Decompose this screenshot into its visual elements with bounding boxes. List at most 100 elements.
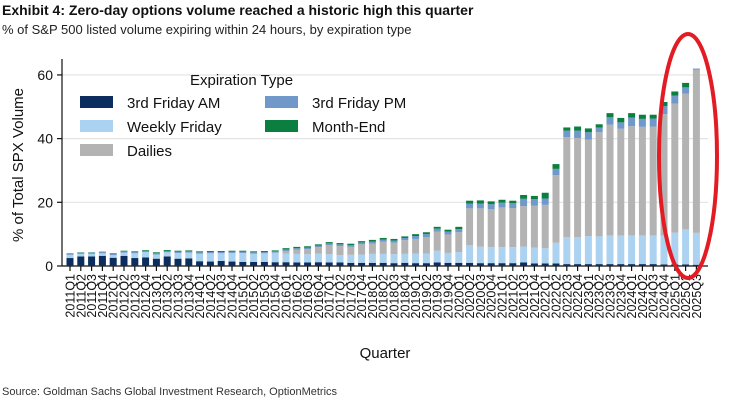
bar-segment-month-end — [174, 250, 182, 252]
bar-segment-3rd-friday-am — [217, 260, 225, 266]
x-tick-label: 2023Q2 — [593, 274, 607, 319]
bar-segment-month-end — [628, 113, 636, 118]
bar-segment-3rd-friday-pm — [509, 203, 517, 209]
bar-segment-weekly-friday — [433, 250, 441, 263]
highlight-ellipse — [657, 32, 719, 280]
bar-segment-month-end — [401, 236, 409, 238]
x-tick-label: 2022Q3 — [560, 274, 574, 319]
x-tick-label: 2019Q3 — [431, 274, 445, 319]
x-tick-label: 2020Q3 — [474, 274, 488, 319]
bar-segment-weekly-friday — [530, 247, 538, 264]
bar-segment-weekly-friday — [412, 253, 420, 264]
bar-segment-month-end — [185, 250, 193, 252]
x-tick-label: 2014Q4 — [226, 274, 240, 319]
bar-segment-3rd-friday-pm — [649, 118, 657, 127]
bar-segment-weekly-friday — [239, 252, 247, 262]
bar-segment-3rd-friday-pm — [487, 204, 495, 209]
bar-segment-weekly-friday — [131, 253, 139, 259]
bar-segment-weekly-friday — [498, 247, 506, 264]
bar-segment-3rd-friday-pm — [541, 198, 549, 205]
x-tick-label: 2011Q1 — [64, 274, 78, 318]
bar-segment-3rd-friday-pm — [682, 87, 690, 94]
bar-segment-3rd-friday-pm — [174, 251, 182, 253]
x-tick-label: 2014Q3 — [215, 274, 229, 319]
bar-segment-3rd-friday-pm — [304, 247, 312, 250]
bar-segment-weekly-friday — [88, 253, 96, 257]
bar-segment-month-end — [595, 124, 603, 128]
bar-segment-3rd-friday-am — [66, 258, 74, 266]
bar-segment-3rd-friday-pm — [358, 242, 366, 245]
bar-segment-3rd-friday-am — [379, 262, 387, 266]
bar-segment-3rd-friday-am — [682, 264, 690, 266]
bar-segment-dailies — [617, 128, 625, 236]
bar-segment-month-end — [509, 200, 517, 204]
bar-segment-weekly-friday — [98, 253, 106, 256]
bar-segment-dailies — [325, 245, 333, 255]
bar-segment-3rd-friday-am — [185, 258, 193, 266]
bar-segment-month-end — [671, 91, 679, 96]
bar-segment-weekly-friday — [336, 255, 344, 263]
bar-segment-weekly-friday — [206, 253, 214, 262]
bar-segment-3rd-friday-pm — [325, 243, 333, 246]
bar-segment-month-end — [368, 239, 376, 242]
bar-segment-month-end — [217, 251, 225, 252]
bar-segment-3rd-friday-am — [282, 262, 290, 266]
bar-segment-3rd-friday-pm — [206, 251, 214, 254]
bar-segment-3rd-friday-pm — [152, 253, 160, 255]
bar-segment-weekly-friday — [606, 235, 614, 265]
bar-segment-month-end — [530, 195, 538, 200]
bar-segment-3rd-friday-am — [120, 255, 128, 266]
bar-segment-weekly-friday — [682, 229, 690, 265]
x-tick-label: 2016Q3 — [301, 274, 315, 319]
bar-segment-3rd-friday-pm — [671, 95, 679, 104]
bar-segment-3rd-friday-am — [77, 256, 85, 266]
bar-segment-3rd-friday-pm — [131, 251, 139, 254]
bar-segment-3rd-friday-pm — [466, 203, 474, 209]
bar-segment-month-end — [552, 164, 560, 169]
x-tick-label: 2019Q1 — [409, 274, 423, 319]
bar-segment-weekly-friday — [563, 237, 571, 265]
bar-segment-month-end — [196, 251, 204, 253]
x-tick-label: 2019Q4 — [442, 274, 456, 319]
bar-segment-3rd-friday-am — [163, 256, 171, 266]
chart-subtitle: % of S&P 500 listed volume expiring with… — [2, 22, 412, 37]
x-tick-label: 2012Q2 — [118, 274, 132, 319]
x-tick-label: 2017Q3 — [344, 274, 358, 319]
bar-segment-weekly-friday — [282, 253, 290, 263]
y-axis-label: % of Total SPX Volume — [10, 88, 27, 242]
bar-segment-3rd-friday-am — [422, 263, 430, 266]
bar-segment-3rd-friday-pm — [628, 117, 636, 127]
bar-segment-month-end — [293, 246, 301, 249]
bar-segment-dailies — [584, 139, 592, 237]
bar-segment-month-end — [541, 192, 549, 199]
bar-segment-3rd-friday-am — [260, 261, 268, 266]
bar-segment-3rd-friday-am — [617, 264, 625, 266]
bar-segment-3rd-friday-am — [131, 258, 139, 266]
bar-segment-3rd-friday-pm — [217, 251, 225, 254]
bar-segment-weekly-friday — [487, 247, 495, 264]
bar-segment-weekly-friday — [174, 252, 182, 259]
bar-segment-dailies — [455, 232, 463, 252]
bar-segment-dailies — [649, 126, 657, 236]
bar-segment-weekly-friday — [520, 246, 528, 263]
bar-segment-3rd-friday-pm — [401, 237, 409, 241]
x-tick-label: 2017Q4 — [355, 274, 369, 319]
bar-segment-dailies — [541, 204, 549, 249]
bar-segment-3rd-friday-am — [390, 263, 398, 266]
bar-segment-3rd-friday-am — [520, 262, 528, 266]
bar-segment-3rd-friday-pm — [617, 122, 625, 129]
bar-segment-3rd-friday-pm — [196, 252, 204, 254]
bar-segment-month-end — [455, 226, 463, 230]
bar-segment-weekly-friday — [109, 255, 117, 258]
bar-segment-dailies — [368, 243, 376, 254]
bar-segment-3rd-friday-pm — [260, 251, 268, 254]
x-tick-label: 2022Q1 — [539, 274, 553, 319]
bar-segment-weekly-friday — [466, 245, 474, 263]
bar-segment-3rd-friday-pm — [314, 245, 322, 248]
x-tick-label: 2017Q2 — [334, 274, 348, 319]
bar-segment-weekly-friday — [628, 235, 636, 265]
bar-segment-month-end — [390, 238, 398, 241]
x-tick-label: 2014Q1 — [193, 274, 207, 319]
bar-segment-3rd-friday-am — [109, 257, 117, 266]
x-tick-label: 2025Q3 — [690, 274, 704, 319]
